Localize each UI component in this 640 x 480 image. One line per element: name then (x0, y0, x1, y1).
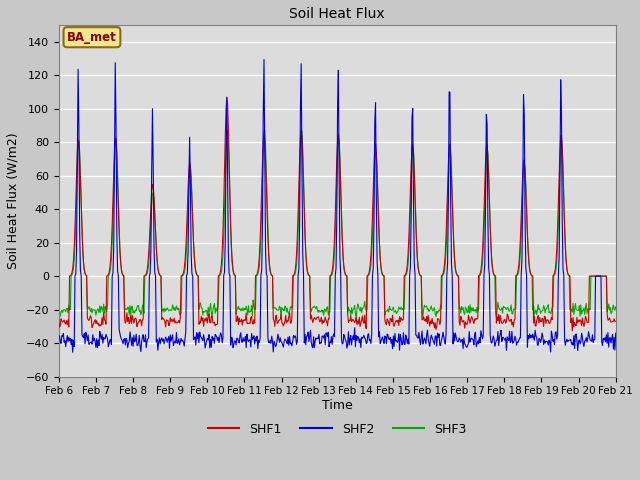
Title: Soil Heat Flux: Soil Heat Flux (289, 7, 385, 21)
X-axis label: Time: Time (322, 399, 353, 412)
Legend: SHF1, SHF2, SHF3: SHF1, SHF2, SHF3 (203, 418, 472, 441)
Text: BA_met: BA_met (67, 31, 117, 44)
Y-axis label: Soil Heat Flux (W/m2): Soil Heat Flux (W/m2) (7, 132, 20, 269)
